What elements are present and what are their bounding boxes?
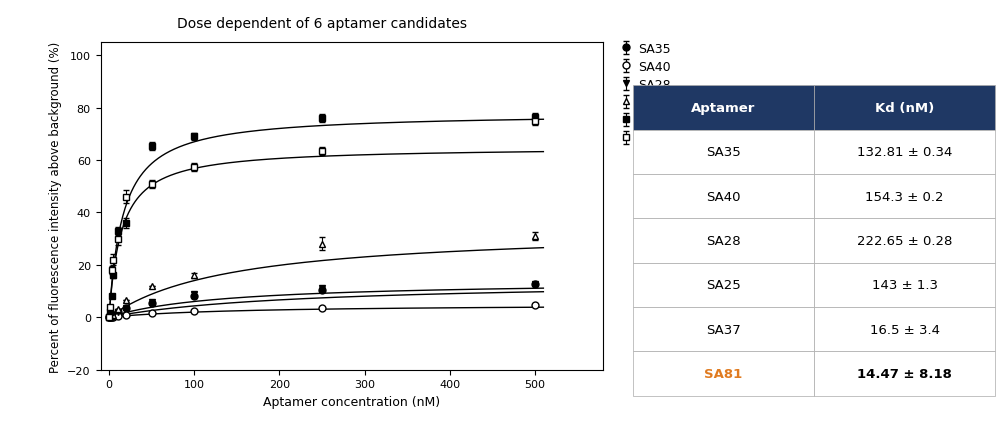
Text: Dose dependent of 6 aptamer candidates: Dose dependent of 6 aptamer candidates	[177, 17, 466, 31]
X-axis label: Aptamer concentration (nM): Aptamer concentration (nM)	[263, 395, 440, 408]
Legend: SA35, SA40, SA28, SA25, SA37, SA81: SA35, SA40, SA28, SA25, SA37, SA81	[619, 43, 670, 145]
Y-axis label: Percent of fluorescence intensity above background (%): Percent of fluorescence intensity above …	[48, 41, 61, 372]
